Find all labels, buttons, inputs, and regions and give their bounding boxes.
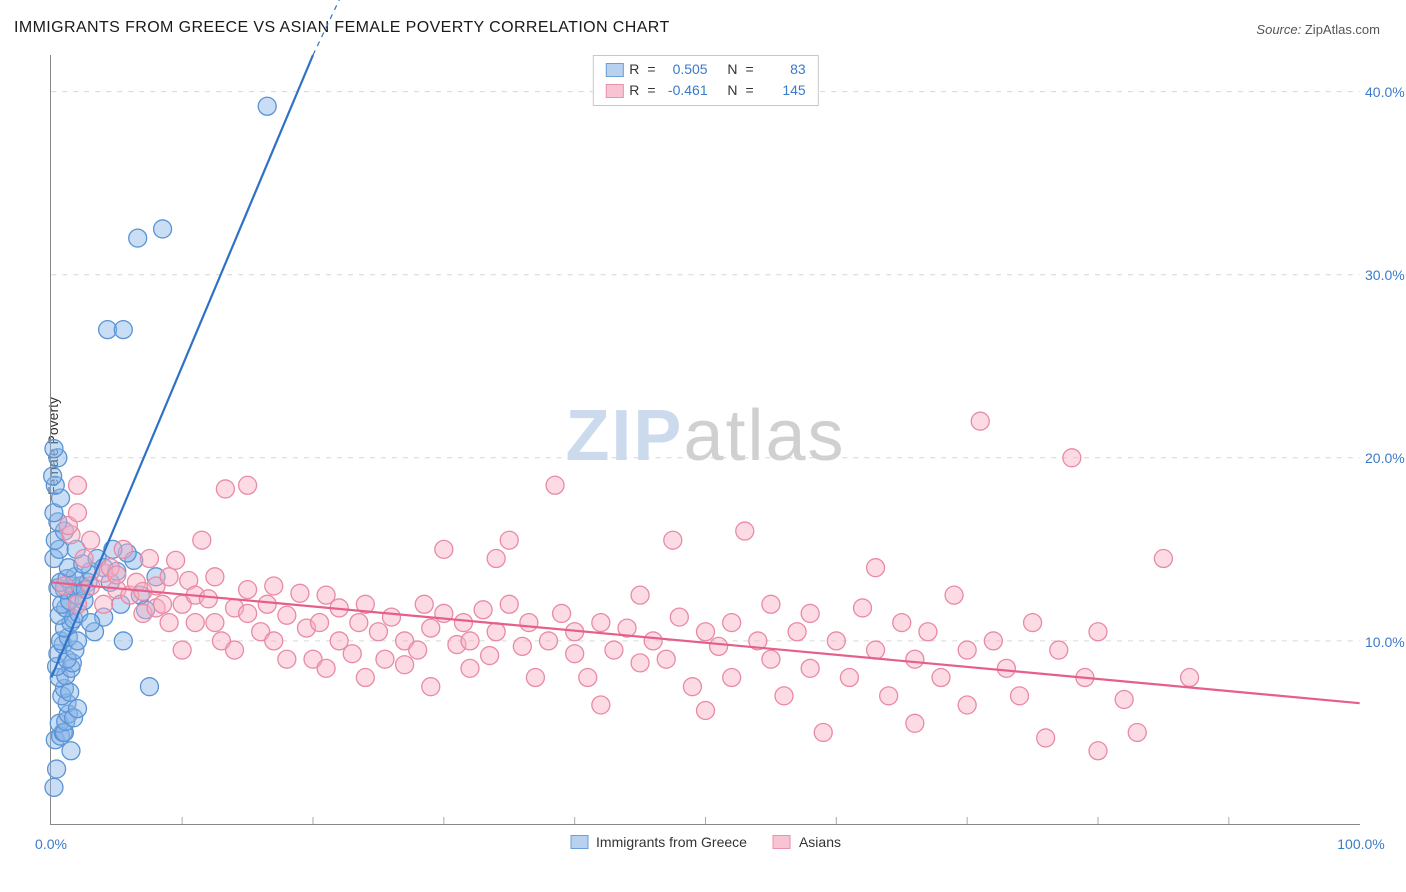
legend-n-label: N [727, 81, 737, 100]
legend-swatch-icon [773, 835, 791, 849]
y-tick-label: 10.0% [1365, 634, 1406, 650]
legend-r-label: R [629, 81, 639, 100]
legend-r-label: R [629, 60, 639, 79]
legend-stats-row: R= 0.505 N= 83 [605, 60, 805, 79]
legend-swatch-icon [570, 835, 588, 849]
legend-bottom: Immigrants from Greece Asians [570, 834, 841, 850]
y-tick-label: 20.0% [1365, 450, 1406, 466]
legend-stats: R= 0.505 N= 83 R= -0.461 N= 145 [592, 55, 818, 106]
legend-swatch-icon [605, 84, 623, 98]
legend-stats-row: R= -0.461 N= 145 [605, 81, 805, 100]
trend-lines-layer [51, 55, 1360, 824]
legend-r-value: -0.461 [664, 81, 708, 100]
chart-title: IMMIGRANTS FROM GREECE VS ASIAN FEMALE P… [14, 19, 670, 37]
legend-item: Asians [773, 834, 841, 850]
legend-n-value: 145 [762, 81, 806, 100]
x-tick-label: 100.0% [1337, 836, 1384, 852]
legend-item: Immigrants from Greece [570, 834, 747, 850]
source-value: ZipAtlas.com [1305, 22, 1380, 37]
y-tick-label: 40.0% [1365, 84, 1406, 100]
legend-item-label: Asians [799, 834, 841, 850]
legend-item-label: Immigrants from Greece [596, 834, 747, 850]
source-label: Source: [1256, 22, 1301, 37]
plot-area: ZIPatlas R= 0.505 N= 83 R= -0.461 N= 145… [50, 55, 1360, 825]
legend-n-value: 83 [762, 60, 806, 79]
legend-r-value: 0.505 [664, 60, 708, 79]
legend-n-label: N [727, 60, 737, 79]
legend-swatch-icon [605, 63, 623, 77]
x-tick-label: 0.0% [35, 836, 67, 852]
source-credit: Source: ZipAtlas.com [1256, 22, 1380, 37]
y-tick-label: 30.0% [1365, 267, 1406, 283]
